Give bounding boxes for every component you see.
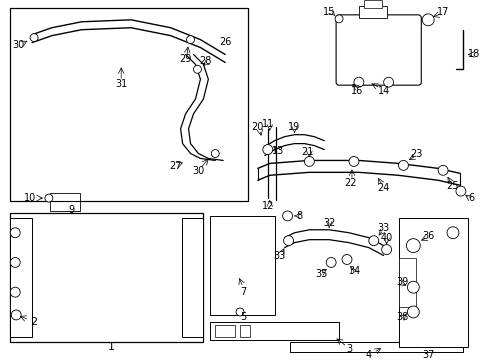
Text: 33: 33 — [273, 251, 285, 261]
Bar — [181, 218, 203, 337]
Text: 36: 36 — [421, 231, 433, 241]
Circle shape — [348, 157, 358, 166]
Circle shape — [186, 36, 194, 44]
Circle shape — [262, 145, 272, 154]
Circle shape — [283, 236, 293, 246]
Bar — [240, 325, 249, 337]
Bar — [398, 218, 467, 347]
Text: 27: 27 — [169, 161, 182, 171]
Text: 11: 11 — [261, 119, 273, 129]
FancyBboxPatch shape — [335, 15, 421, 85]
Text: 17: 17 — [436, 7, 448, 17]
Circle shape — [10, 257, 20, 267]
Circle shape — [304, 157, 314, 166]
Bar — [358, 6, 386, 18]
Circle shape — [383, 77, 393, 87]
Circle shape — [446, 227, 458, 239]
Text: 29: 29 — [179, 54, 191, 64]
Bar — [215, 325, 235, 337]
Text: 18: 18 — [467, 49, 479, 59]
Text: 20: 20 — [251, 122, 264, 132]
Text: 14: 14 — [377, 86, 389, 96]
Circle shape — [10, 287, 20, 297]
Text: 33: 33 — [377, 223, 389, 233]
Circle shape — [437, 165, 447, 175]
Text: 28: 28 — [199, 57, 211, 66]
Text: 6: 6 — [468, 193, 474, 203]
Bar — [289, 342, 462, 352]
Circle shape — [406, 239, 419, 253]
Text: 37: 37 — [421, 350, 433, 360]
Text: 5: 5 — [240, 312, 245, 322]
Circle shape — [407, 281, 418, 293]
Text: 10: 10 — [24, 193, 36, 203]
Bar — [398, 257, 415, 307]
Bar — [363, 0, 381, 8]
Circle shape — [325, 257, 335, 267]
Text: 30: 30 — [12, 40, 24, 50]
Bar — [210, 322, 338, 340]
Circle shape — [341, 255, 351, 265]
Text: 24: 24 — [377, 183, 389, 193]
Circle shape — [353, 77, 363, 87]
Bar — [210, 216, 274, 315]
Bar — [10, 8, 247, 201]
Text: 9: 9 — [68, 205, 75, 215]
Text: 32: 32 — [323, 218, 335, 228]
Circle shape — [282, 211, 292, 221]
Circle shape — [10, 228, 20, 238]
Text: 21: 21 — [301, 147, 313, 157]
Text: 38: 38 — [396, 312, 408, 322]
Circle shape — [334, 15, 343, 23]
Text: 3: 3 — [345, 343, 351, 354]
Circle shape — [193, 66, 201, 73]
Text: 1: 1 — [107, 342, 115, 352]
Text: 8: 8 — [296, 211, 302, 221]
Text: 34: 34 — [347, 266, 359, 276]
Text: 15: 15 — [323, 7, 335, 17]
Bar — [10, 218, 32, 337]
Text: 12: 12 — [261, 201, 273, 211]
Text: 26: 26 — [219, 37, 231, 46]
Circle shape — [368, 236, 378, 246]
Circle shape — [381, 245, 391, 255]
Circle shape — [236, 308, 244, 316]
Bar — [50, 193, 80, 211]
Circle shape — [455, 186, 465, 196]
Circle shape — [398, 161, 407, 170]
Text: 23: 23 — [409, 149, 422, 158]
Circle shape — [30, 34, 38, 42]
Bar — [10, 8, 247, 201]
Text: 4: 4 — [365, 350, 371, 360]
Text: 25: 25 — [446, 181, 458, 191]
Text: 7: 7 — [240, 287, 245, 297]
Text: 22: 22 — [344, 178, 357, 188]
Bar — [10, 213, 203, 342]
Text: 30: 30 — [192, 166, 204, 176]
Text: 19: 19 — [288, 122, 300, 132]
Text: 39: 39 — [396, 277, 408, 287]
Circle shape — [11, 310, 21, 320]
Text: 13: 13 — [271, 145, 283, 156]
Text: 16: 16 — [350, 86, 362, 96]
Circle shape — [45, 194, 53, 202]
Circle shape — [211, 149, 219, 157]
Text: 35: 35 — [314, 269, 327, 279]
Circle shape — [407, 306, 418, 318]
Text: 31: 31 — [115, 79, 127, 89]
Text: 2: 2 — [30, 317, 38, 327]
Circle shape — [422, 14, 433, 26]
Text: 40: 40 — [380, 233, 392, 243]
